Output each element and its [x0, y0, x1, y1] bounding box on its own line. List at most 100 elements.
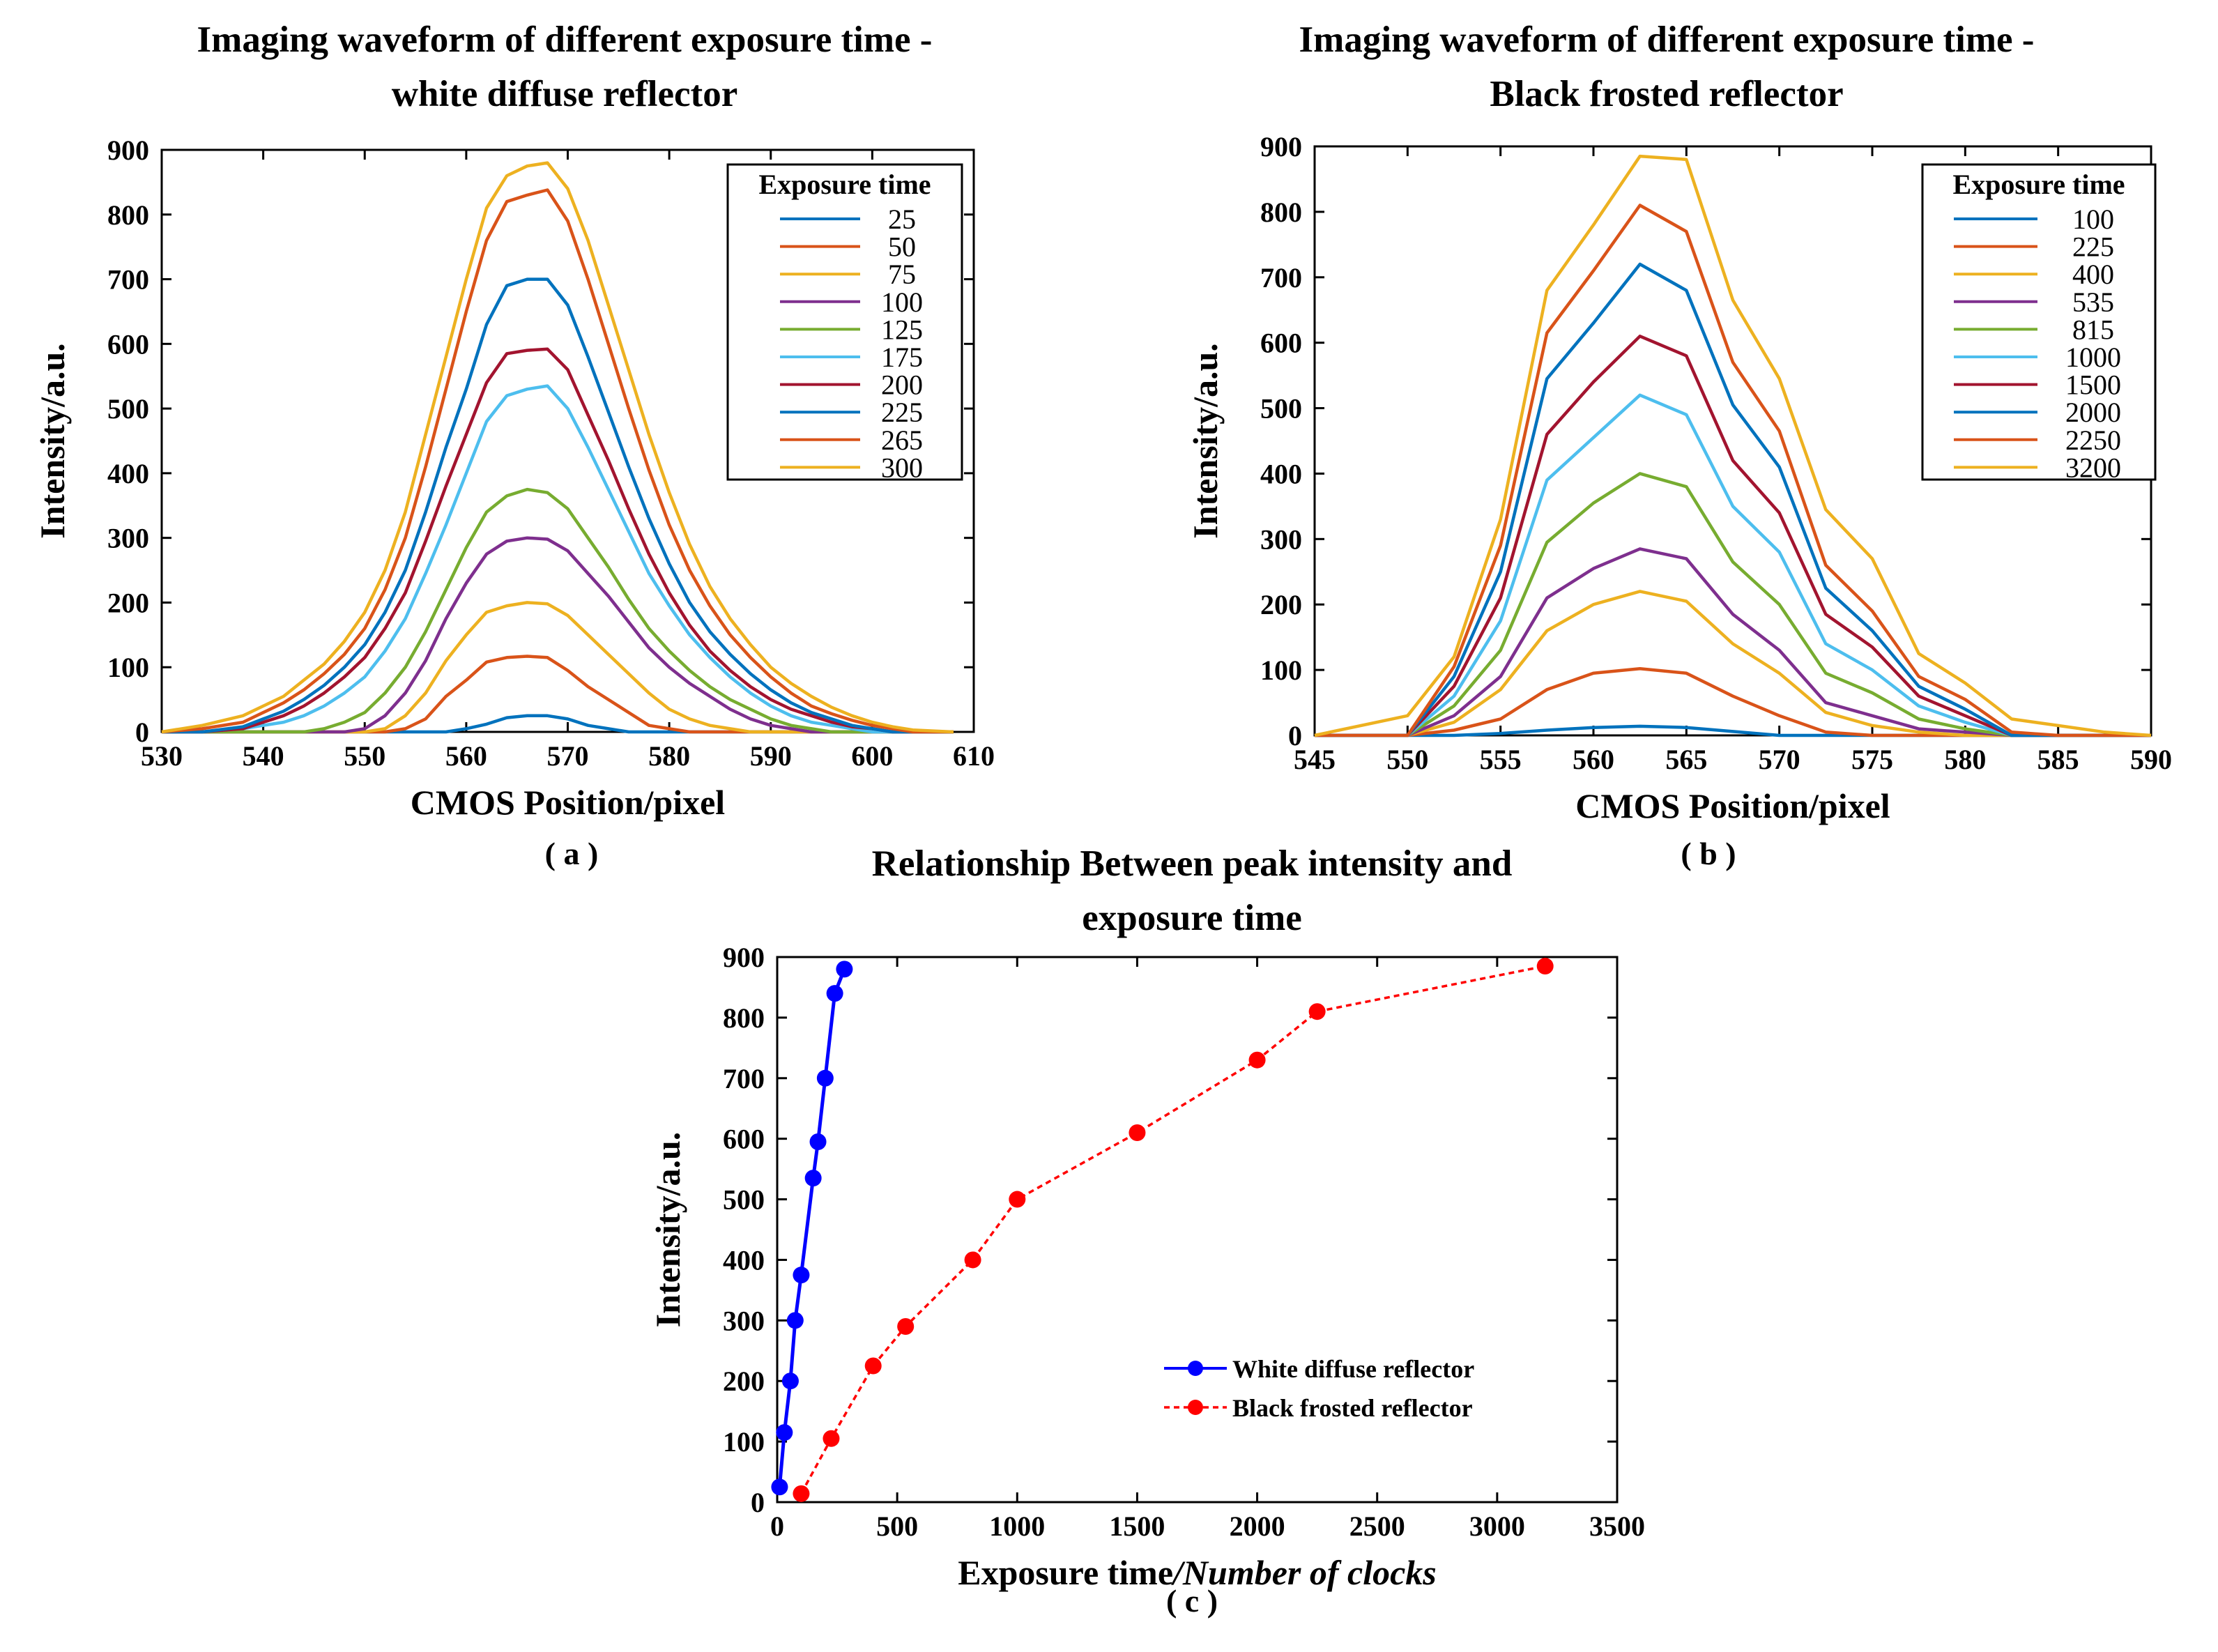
chart-b-x-tick-label: 585: [2037, 744, 2079, 775]
chart-a-legend-label-225: 225: [881, 397, 923, 428]
chart-c-x-tick-label: 0: [770, 1510, 784, 1542]
chart-b-series-line-3200: [1314, 154, 2152, 737]
chart-a-series-line-175: [162, 384, 954, 734]
chart-b-y-tick-label: 900: [1260, 131, 1302, 162]
chart-b-x-tick-label: 555: [1480, 744, 1522, 775]
chart-c-y-tick-label: 800: [723, 1002, 765, 1034]
chart-b-title-line1: Imaging waveform of different exposure t…: [1299, 20, 2035, 60]
chart-a-svg: 530 540 550 560 570 580 590 600 610 0 100 200 300 400…: [33, 135, 995, 822]
chart-b-y-tick-label: 600: [1260, 328, 1302, 359]
chart-c-point-black: [1248, 1051, 1266, 1069]
chart-a-legend-label-75: 75: [888, 259, 916, 290]
chart-panel-b: Imaging waveform of different exposure t…: [1109, 0, 2218, 885]
chart-c-point-black: [864, 1357, 882, 1375]
chart-b-x-tick-label: 575: [1851, 744, 1893, 775]
chart-c-x-tick-label: 500: [876, 1510, 918, 1542]
chart-a-y-tick-label: 800: [107, 199, 149, 231]
chart-b-y-tick-label: 400: [1260, 458, 1302, 489]
chart-a-series-line-265: [161, 188, 954, 734]
chart-c-point-white: [816, 1069, 834, 1087]
chart-a-x-tick-label: 600: [851, 740, 893, 772]
chart-c-y-tick-label: 200: [723, 1366, 765, 1397]
chart-c-y-tick-label: 0: [751, 1487, 765, 1518]
chart-c-x-axis-label-italic: /Number of clocks: [1170, 1553, 1437, 1592]
chart-b-y-tick-label: 700: [1260, 262, 1302, 293]
chart-a-x-tick-label: 560: [445, 740, 487, 772]
chart-b-legend-box: [1921, 163, 2157, 481]
chart-b-x-axis-label: CMOS Position/pixel: [1575, 786, 1890, 825]
chart-a-y-tick-label: 100: [107, 652, 149, 683]
chart-c-point-white: [804, 1170, 822, 1187]
chart-a-legend-label-125: 125: [881, 314, 923, 345]
chart-a-series-line-200: [162, 347, 954, 734]
chart-b-legend-label-535: 535: [2072, 286, 2114, 318]
chart-b-x-tick-label: 565: [1665, 744, 1707, 775]
chart-c-legend-marker-black: [1188, 1400, 1203, 1415]
chart-c-x-tick-label: 1000: [989, 1510, 1045, 1542]
chart-panel-c: Relationship Between peak intensity and …: [0, 829, 2218, 1652]
chart-c-point-black: [793, 1485, 810, 1502]
chart-c-series-line-white: [777, 968, 846, 1487]
chart-b-x-tick-label: 570: [1759, 744, 1800, 775]
chart-a-legend-label-265: 265: [881, 425, 923, 456]
chart-c-point-white: [793, 1267, 810, 1284]
chart-b-title: Imaging waveform of different exposure t…: [1109, 13, 2218, 121]
chart-a-legend-box: [726, 163, 963, 481]
chart-a-x-tick-label: 610: [953, 740, 995, 772]
chart-b-legend-label-225: 225: [2072, 231, 2114, 263]
chart-c-x-tick-label: 2500: [1349, 1510, 1405, 1542]
chart-a-legend-label-300: 300: [881, 452, 923, 483]
chart-a-x-axis-label: CMOS Position/pixel: [411, 783, 726, 822]
chart-b-y-tick-label: 200: [1260, 589, 1302, 620]
chart-c-y-axis-label: Intensity/a.u.: [648, 1132, 687, 1328]
chart-c-point-black: [1129, 1124, 1146, 1141]
chart-panel-a: Imaging waveform of different exposure t…: [0, 0, 1109, 885]
chart-a-y-tick-label: 0: [135, 717, 149, 748]
chart-c-x-tick-label: 3500: [1589, 1510, 1645, 1542]
chart-b-y-tick-label: 500: [1260, 393, 1302, 425]
chart-a-y-axis-label: Intensity/a.u.: [33, 343, 72, 539]
chart-a-series-line-100: [162, 536, 954, 734]
chart-c-point-white: [836, 961, 853, 978]
chart-c-x-axis-label: Exposure time/Number of clocks: [958, 1553, 1437, 1592]
chart-b-x-tick-label: 545: [1294, 744, 1336, 775]
chart-c-legend-label-black: Black frosted reflector: [1232, 1394, 1473, 1422]
chart-a-y-tick-label: 300: [107, 523, 149, 554]
chart-a-x-tick-label: 530: [141, 740, 183, 772]
chart-a-y-tick-label: 500: [107, 393, 149, 425]
chart-a-legend-label-50: 50: [888, 231, 916, 263]
chart-a-y-tick-label: 200: [107, 587, 149, 618]
chart-a-title-line1: Imaging waveform of different exposure t…: [197, 20, 933, 60]
chart-c-legend-marker-white: [1188, 1361, 1203, 1376]
chart-c-title: Relationship Between peak intensity and …: [655, 836, 1729, 945]
chart-b-legend-title: Exposure time: [1952, 169, 2125, 200]
chart-c-point-black: [823, 1430, 840, 1447]
chart-c-title-line1: Relationship Between peak intensity and: [871, 843, 1513, 884]
chart-b-y-tick-label: 300: [1260, 523, 1302, 555]
chart-a-title: Imaging waveform of different exposure t…: [0, 13, 1129, 121]
chart-b-legend-label-815: 815: [2072, 314, 2114, 345]
chart-b-title-line2: Black frosted reflector: [1490, 74, 1844, 114]
chart-c-y-tick-label: 400: [723, 1244, 765, 1276]
chart-b-legend-label-400: 400: [2072, 259, 2114, 290]
chart-c-series-line-black: [800, 965, 1546, 1494]
chart-c-title-line2: exposure time: [1082, 898, 1302, 938]
chart-c-plot-frame: [776, 956, 1619, 1504]
chart-c-y-tick-label: 300: [723, 1305, 765, 1336]
chart-b-y-axis-label: Intensity/a.u.: [1186, 343, 1225, 539]
chart-a-y-tick-label: 400: [107, 458, 149, 489]
chart-c-y-tick-label: 100: [723, 1426, 765, 1458]
chart-c-point-white: [771, 1478, 788, 1496]
chart-a-x-tick-label: 540: [243, 740, 284, 772]
chart-a-y-tick-label: 600: [107, 328, 149, 360]
chart-a-legend-label-200: 200: [881, 369, 923, 401]
chart-a-legend-label-175: 175: [881, 342, 923, 373]
chart-c-y-tick-label: 600: [723, 1124, 765, 1155]
chart-c-x-axis-label-plain: Exposure time: [958, 1553, 1173, 1592]
chart-a-x-tick-label: 570: [547, 740, 589, 772]
chart-c-y-tick-label: 700: [723, 1063, 765, 1094]
chart-a-series-line-125: [162, 487, 954, 734]
chart-b-series-line-2250: [1315, 204, 2151, 737]
